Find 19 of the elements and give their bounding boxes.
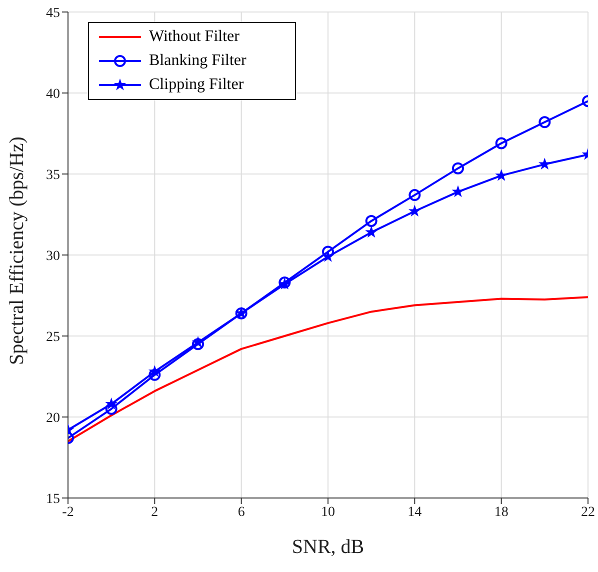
y-tick-label: 30 — [46, 248, 60, 264]
x-tick-label: 6 — [238, 504, 245, 520]
y-tick-label: 25 — [46, 330, 60, 345]
y-tick-label: 40 — [46, 86, 60, 102]
legend-label: Blanking Filter — [149, 51, 246, 71]
legend-label: Without Filter — [149, 27, 240, 47]
x-tick-label: 2 — [151, 504, 158, 520]
x-tick-label: 10 — [321, 504, 335, 520]
y-tick-label: 20 — [46, 410, 60, 426]
x-tick-label: 22 — [581, 504, 595, 520]
x-tick-label: 14 — [408, 504, 422, 520]
y-tick-label: 15 — [46, 492, 60, 507]
y-tick-label: 45 — [46, 6, 60, 21]
y-axis-title: Spectral Efficiency (bps/Hz) — [6, 136, 28, 365]
x-axis-title: SNR, dB — [292, 536, 364, 558]
legend-label: Clipping Filter — [149, 75, 244, 95]
x-tick-label: -2 — [62, 504, 74, 520]
y-tick-label: 35 — [46, 168, 60, 183]
x-tick-label: 18 — [494, 504, 508, 520]
